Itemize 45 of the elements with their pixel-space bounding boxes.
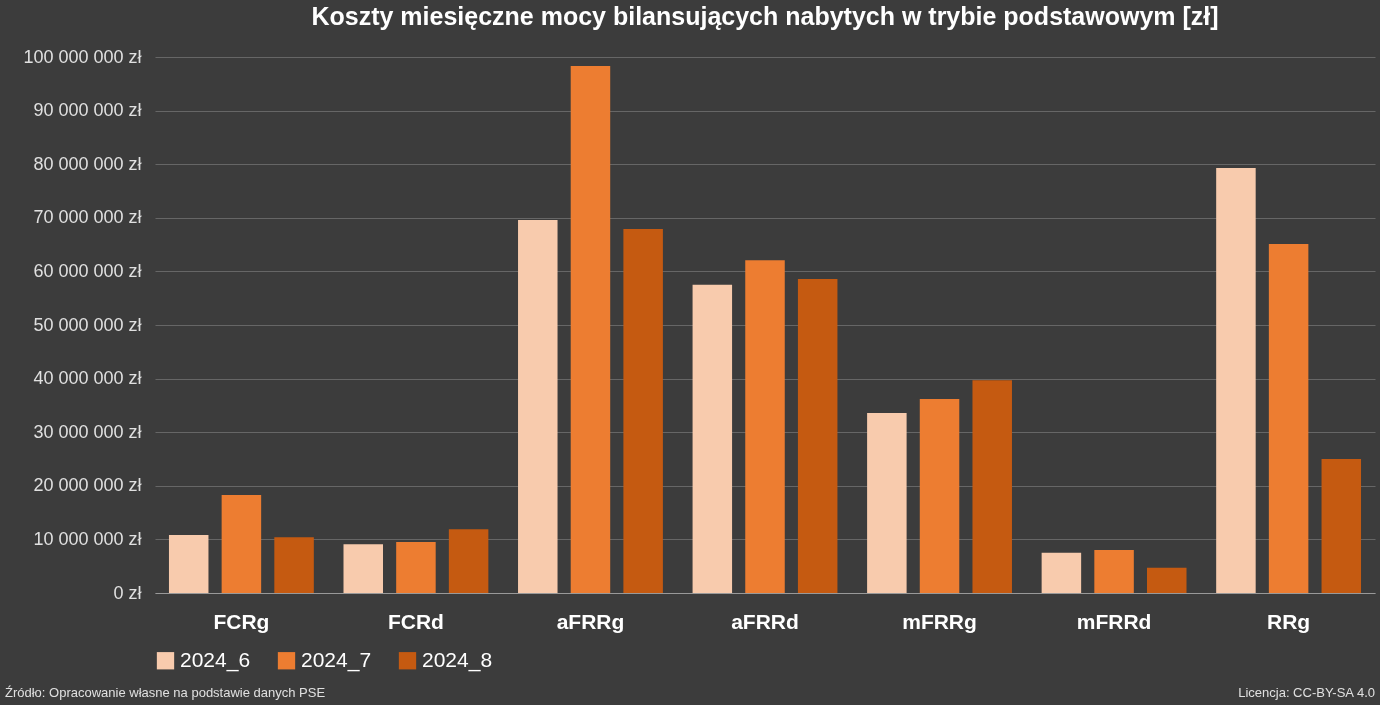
bar	[919, 398, 960, 593]
chart-title: Koszty miesięczne mocy bilansujących nabytych w trybie podstawowym [zł]	[311, 2, 1219, 30]
y-tick-label: 90 000 000 zł	[33, 100, 142, 121]
bar	[1094, 550, 1134, 593]
y-tick-label: 40 000 000 zł	[33, 368, 142, 389]
bar	[623, 229, 663, 593]
y-tick-label: 80 000 000 zł	[33, 153, 142, 174]
bar	[1321, 459, 1362, 593]
bar	[1268, 244, 1309, 593]
legend-label: 2024_6	[180, 647, 251, 672]
bar	[797, 278, 838, 593]
legend-label: 2024_7	[301, 647, 372, 672]
bar	[518, 219, 558, 593]
y-tick-label: 70 000 000 zł	[33, 207, 142, 228]
bar	[343, 544, 384, 593]
bar	[570, 66, 611, 593]
text: Źródło: Opracowanie własne na podstawie danych PSE	[5, 685, 326, 700]
x-tick-label: FCRd	[387, 609, 444, 633]
bar	[221, 494, 262, 593]
bar	[1216, 167, 1256, 593]
x-tick-label: FCRg	[213, 609, 270, 633]
bar	[745, 260, 785, 593]
bar	[274, 537, 314, 593]
bar	[867, 412, 907, 593]
y-tick-label: 30 000 000 zł	[33, 421, 142, 442]
y-tick-label: 100 000 000 zł	[23, 46, 142, 67]
x-tick-label: mFRRd	[1076, 609, 1152, 633]
x-tick-label: aFRRg	[556, 609, 625, 633]
bar	[448, 529, 489, 593]
bar	[972, 380, 1012, 593]
bar	[692, 284, 733, 593]
bar	[168, 535, 209, 593]
x-tick-label: mFRRg	[902, 609, 977, 633]
bar	[1041, 552, 1082, 593]
bar	[396, 542, 436, 593]
x-tick-label: aFRRd	[731, 609, 799, 633]
y-tick-label: 60 000 000 zł	[33, 260, 142, 281]
y-tick-label: 0 zł	[113, 582, 142, 603]
y-tick-label: 50 000 000 zł	[33, 314, 142, 335]
y-tick-label: 20 000 000 zł	[33, 475, 142, 496]
legend-label: 2024_8	[422, 647, 493, 672]
x-tick-label: RRg	[1267, 609, 1311, 633]
bar	[1146, 567, 1187, 593]
text: Licencja: CC-BY-SA 4.0	[1238, 685, 1375, 700]
y-tick-label: 10 000 000 zł	[33, 528, 142, 549]
